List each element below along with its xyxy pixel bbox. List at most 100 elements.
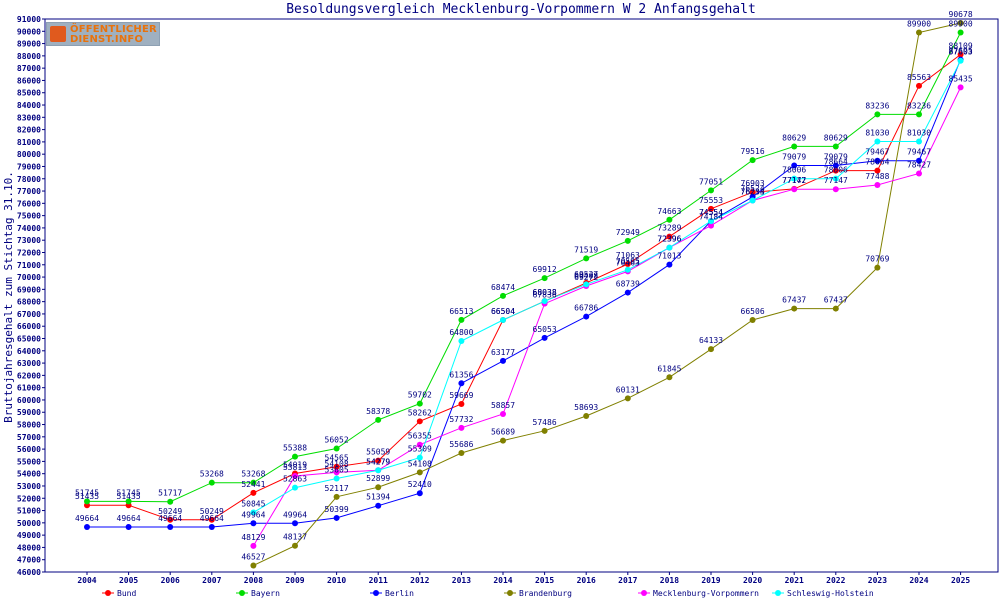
legend-marker — [775, 590, 781, 596]
y-tick-label: 90000 — [17, 27, 41, 36]
data-point — [500, 437, 506, 444]
data-label: 80629 — [824, 133, 848, 142]
data-point — [167, 498, 174, 505]
data-label: 70463 — [616, 258, 640, 267]
data-label: 74554 — [699, 208, 723, 217]
x-tick-label: 2010 — [327, 576, 346, 585]
data-point — [708, 218, 714, 225]
data-point — [333, 469, 340, 476]
legend-label: Berlin — [385, 589, 414, 598]
data-label: 70595 — [616, 257, 640, 266]
y-tick-label: 62000 — [17, 371, 41, 380]
data-label: 53268 — [200, 470, 224, 479]
data-label: 53605 — [325, 466, 349, 475]
series-line-berlin — [87, 59, 962, 528]
x-tick-label: 2006 — [161, 576, 180, 585]
data-point — [500, 317, 506, 324]
data-label: 73289 — [657, 224, 681, 233]
data-point — [957, 84, 964, 91]
data-point — [500, 411, 506, 418]
series-line-mecklenburg-vorpommern — [252, 87, 962, 547]
y-tick-label: 46000 — [17, 568, 41, 577]
y-tick-label: 67000 — [17, 310, 41, 319]
data-label: 51745 — [117, 488, 141, 497]
data-label: 48137 — [283, 533, 307, 542]
data-point — [791, 162, 798, 169]
data-point — [791, 175, 798, 182]
data-point — [874, 182, 881, 189]
data-label: 80629 — [782, 133, 806, 142]
x-tick-label: 2012 — [410, 576, 429, 585]
data-point — [458, 401, 465, 408]
data-label: 52117 — [325, 484, 349, 493]
logo-mark-icon — [50, 26, 66, 42]
data-point — [416, 441, 423, 448]
data-point — [957, 57, 964, 64]
data-label: 81030 — [907, 129, 931, 138]
data-label: 52899 — [366, 474, 390, 483]
y-tick-label: 72000 — [17, 248, 41, 257]
data-point — [957, 51, 964, 58]
y-tick-label: 59000 — [17, 408, 41, 417]
x-tick-label: 2008 — [244, 576, 263, 585]
data-point — [583, 413, 590, 420]
data-label: 78664 — [824, 158, 848, 167]
series-mecklenburg-vorpommern — [250, 84, 964, 549]
data-label: 57486 — [533, 418, 557, 427]
data-label: 66504 — [491, 307, 515, 316]
data-label: 53813 — [283, 463, 307, 472]
data-point — [167, 523, 174, 530]
data-label: 89900 — [907, 20, 931, 29]
x-tick-label: 2004 — [77, 576, 96, 585]
data-label: 48129 — [241, 533, 265, 542]
x-axis: 2004 2005 2006 2007 2008 2009 2010 2011 2012 2013… — [77, 572, 970, 585]
series-berlin — [84, 56, 964, 530]
data-label: 51717 — [158, 489, 182, 498]
data-label: 71013 — [657, 252, 681, 261]
data-point — [624, 261, 631, 268]
data-label: 64800 — [449, 328, 473, 337]
data-label: 67836 — [533, 291, 557, 300]
y-tick-label: 57000 — [17, 433, 41, 442]
data-label: 87695 — [949, 47, 973, 56]
legend-item-bayern: Bayern — [236, 589, 280, 598]
data-point — [416, 400, 423, 407]
y-tick-label: 60000 — [17, 396, 41, 405]
data-point — [375, 502, 382, 509]
data-point — [333, 445, 340, 452]
data-point — [874, 167, 881, 174]
data-point — [583, 313, 590, 320]
data-point — [666, 374, 673, 381]
y-tick-label: 66000 — [17, 322, 41, 331]
data-point — [666, 261, 673, 268]
x-tick-label: 2014 — [493, 576, 512, 585]
data-label: 76524 — [741, 184, 765, 193]
legend-marker — [641, 590, 647, 596]
y-tick-label: 51000 — [17, 507, 41, 516]
data-point — [874, 111, 881, 118]
data-point — [292, 453, 298, 460]
data-label: 54279 — [366, 457, 390, 466]
data-point — [292, 542, 298, 549]
data-point — [749, 189, 756, 196]
data-point — [666, 233, 673, 240]
data-point — [916, 29, 922, 36]
data-label: 79079 — [824, 152, 848, 161]
data-label: 74663 — [657, 207, 681, 216]
y-tick-label: 54000 — [17, 470, 41, 479]
data-point — [416, 454, 423, 461]
data-label: 79467 — [865, 148, 889, 157]
legend-item-berlin: Berlin — [370, 589, 414, 598]
y-tick-label: 52000 — [17, 494, 41, 503]
y-tick-label: 77000 — [17, 187, 41, 196]
data-label: 66786 — [574, 304, 598, 313]
data-point — [416, 469, 423, 476]
legend-label: Brandenburg — [519, 589, 572, 598]
data-label: 54019 — [283, 460, 307, 469]
data-label: 55388 — [283, 444, 307, 453]
data-label: 79516 — [741, 147, 765, 156]
data-label: 50249 — [200, 507, 224, 516]
y-tick-label: 73000 — [17, 236, 41, 245]
x-tick-label: 2007 — [202, 576, 221, 585]
data-label: 55686 — [449, 440, 473, 449]
